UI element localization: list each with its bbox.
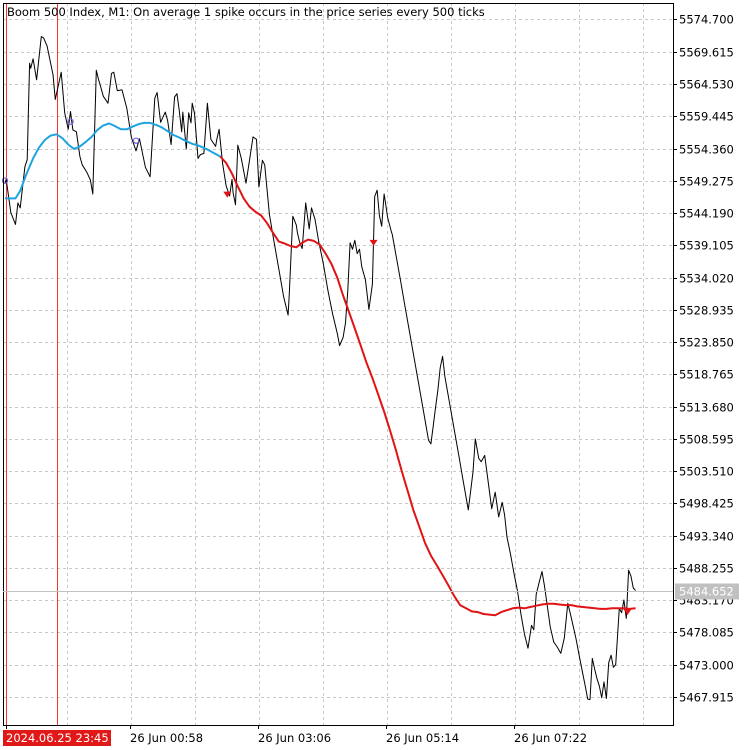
x-tick-label: 26 Jun 07:22 (514, 731, 587, 745)
y-tick-label: 5528.935 (679, 304, 734, 318)
y-tick-label: 5534.020 (679, 272, 734, 286)
series-price (4, 36, 636, 701)
y-tick-label: 5559.445 (679, 110, 734, 124)
y-tick-label: 5564.530 (679, 78, 734, 92)
signal-circle-marker (132, 137, 140, 144)
current-price-label: 5484.652 (679, 585, 734, 599)
vertical-markers (6, 3, 58, 725)
y-tick-label: 5508.595 (679, 433, 734, 447)
series-moving-average-up (5, 121, 221, 200)
current-price-tag: 5484.652 (3, 583, 739, 600)
y-tick-label: 5478.085 (679, 626, 734, 640)
x-axis-ticks: 2024.06.25 23:45 26 Jun 00:58 26 Jun 03:06… (3, 725, 587, 746)
time-tag-background (3, 730, 111, 746)
current-price-background (675, 583, 739, 600)
y-tick-label: 5498.425 (679, 497, 734, 511)
y-tick-label: 5569.615 (679, 46, 734, 60)
y-tick-label: 5473.000 (679, 659, 734, 673)
plot-frame (3, 3, 674, 726)
signal-arrow-marker (223, 191, 232, 198)
y-tick-label: 5518.765 (679, 368, 734, 382)
y-tick-label: 5488.255 (679, 562, 734, 576)
y-tick-label: 5493.340 (679, 530, 734, 544)
y-tick-label: 5574.700 (679, 13, 734, 27)
x-tick-label: 2024.06.25 23:45 (6, 731, 109, 745)
x-tick-label: 26 Jun 05:14 (386, 731, 459, 745)
x-tick-label: 26 Jun 03:06 (258, 731, 331, 745)
x-tick-label: 26 Jun 00:58 (130, 731, 203, 745)
marker-layer (1, 118, 632, 616)
y-tick-label: 5554.360 (679, 143, 734, 157)
series-layer (4, 36, 636, 701)
y-tick-label: 5549.275 (679, 175, 734, 189)
y-tick-label: 5539.105 (679, 239, 734, 253)
chart-title: Boom 500 Index, M1: On average 1 spike o… (7, 5, 485, 19)
y-tick-label: 5544.190 (679, 207, 734, 221)
signal-circle-marker (1, 177, 9, 184)
axes (3, 3, 674, 726)
y-tick-label: 5513.680 (679, 401, 734, 415)
y-tick-label: 5503.510 (679, 465, 734, 479)
signal-arrow-marker (623, 609, 632, 616)
series-moving-average-down (219, 155, 636, 617)
signal-arrow-marker (369, 239, 378, 246)
signal-circle-marker (67, 118, 74, 125)
y-tick-label: 5467.915 (679, 691, 734, 705)
y-tick-label: 5523.850 (679, 336, 734, 350)
